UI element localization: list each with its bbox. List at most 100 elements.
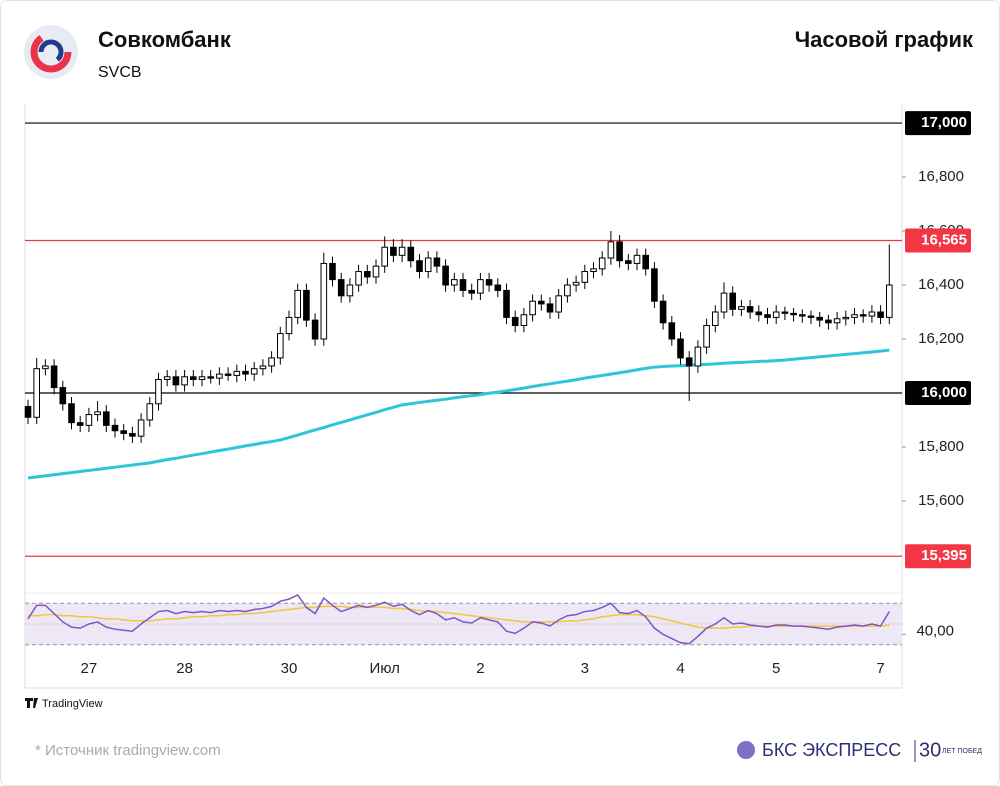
candle-body (581, 271, 589, 283)
candle-body (424, 257, 432, 273)
candle-body (677, 338, 684, 359)
candle-body (598, 257, 606, 270)
candle-body (538, 300, 545, 305)
candle-body (372, 265, 380, 278)
candle-body (694, 346, 702, 367)
candle-body (859, 314, 867, 317)
rsi-tick-label: 40,00 (916, 622, 954, 639)
source: * Источник tradingview.com (35, 742, 221, 759)
candle-body (381, 246, 388, 267)
candle-body (651, 268, 658, 302)
candle-body (799, 314, 806, 317)
x-tick-label: 2 (476, 660, 484, 677)
candle-body (842, 316, 850, 320)
candle-body (268, 357, 275, 367)
candle-body (59, 387, 67, 405)
x-tick-label: 28 (176, 660, 193, 677)
candle-body (511, 316, 519, 327)
candle-body (242, 370, 249, 375)
candle-body (259, 365, 267, 370)
y-tick-label: 16,200 (918, 330, 964, 347)
candle-body (616, 241, 623, 262)
level-box (905, 228, 971, 253)
rsi-band (25, 603, 902, 645)
candle-body (781, 311, 789, 314)
y-tick-label: 16,400 (918, 276, 964, 293)
candle-body (477, 279, 484, 294)
candle-body (868, 311, 876, 317)
candle-body (137, 419, 145, 437)
candle-body (85, 414, 93, 426)
candle-body (190, 376, 197, 380)
candle-body (746, 306, 754, 313)
candle-body (207, 376, 214, 379)
candle-body (703, 325, 710, 348)
level-box (905, 380, 971, 405)
candle-body (277, 333, 284, 359)
candle-body (494, 284, 502, 291)
candle-body (329, 262, 336, 281)
candle-body (555, 295, 563, 313)
level-label: 15,395 (921, 547, 967, 564)
candle-body (729, 292, 737, 310)
rsi-ma-line (28, 605, 890, 629)
level-label: 16,000 (921, 384, 967, 401)
candle-body (407, 246, 415, 262)
level-label: 16,565 (921, 231, 967, 248)
candle-body (337, 279, 345, 297)
candle-body (355, 271, 362, 286)
candle-body (772, 311, 780, 318)
candle-body (163, 376, 171, 380)
candle-body (886, 284, 893, 318)
brand: БКС ЭКСПРЕСС (762, 740, 901, 760)
brand-years: 30 (919, 739, 941, 761)
candle-body (659, 300, 667, 324)
candle-body (807, 315, 815, 318)
candle-body (172, 376, 180, 386)
candle-body (224, 373, 232, 376)
candle-body (738, 306, 745, 310)
tv-text: TradingView (42, 698, 103, 710)
x-tick-label: 27 (81, 660, 98, 677)
x-tick-label: Июл (369, 660, 399, 677)
candle-body (607, 241, 615, 259)
candle-body (181, 376, 188, 386)
candle-body (33, 368, 41, 418)
candle-body (303, 289, 310, 321)
candle-body (851, 314, 858, 318)
rsi-line (27, 594, 890, 645)
candle-body (451, 279, 458, 286)
candle-body (76, 422, 84, 426)
brand-icon (737, 741, 755, 759)
candle-body (790, 312, 797, 316)
y-tick-label: 15,600 (918, 492, 964, 509)
candle-body (433, 257, 441, 267)
candle-body (390, 246, 397, 256)
candle-body (877, 311, 884, 318)
logo (24, 25, 78, 79)
candle-body (103, 411, 110, 426)
candle-body (642, 254, 650, 270)
candle-body (564, 284, 571, 297)
x-tick-label: 4 (676, 660, 684, 677)
chart-kind: Часовой график (795, 27, 974, 52)
level-box (905, 544, 971, 569)
candle-body (250, 368, 258, 375)
candle-body (398, 246, 406, 256)
candle-body (42, 365, 49, 370)
candle-body (816, 316, 824, 321)
candle-body (111, 424, 119, 432)
candle-body (155, 378, 162, 405)
candle-body (24, 405, 32, 418)
candle-body (233, 370, 241, 376)
x-tick-label: 3 (581, 660, 589, 677)
ticker: SVCB (98, 64, 142, 81)
candle-body (590, 268, 597, 273)
candle-body (720, 292, 728, 313)
candle-body (216, 373, 223, 379)
level-label: 17,000 (921, 114, 967, 131)
candle-body (833, 318, 841, 324)
candle-body (529, 300, 536, 316)
